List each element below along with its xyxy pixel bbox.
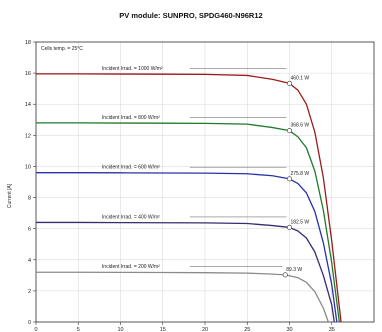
y-tick-label: 14 — [25, 102, 31, 108]
x-tick-label: 30 — [286, 327, 292, 332]
series-group — [36, 73, 342, 323]
mpp-marker — [286, 224, 292, 230]
mpp-power-label: 460.1 W — [291, 75, 310, 81]
mpp-marker — [286, 128, 292, 134]
cells-temp-note: Cells temp. = 25°C — [41, 46, 83, 52]
series-line — [36, 172, 338, 323]
series-line — [36, 271, 329, 323]
series-irradiance-label: Incident Irrad. = 600 W/m² — [102, 165, 160, 171]
y-tick-label: 18 — [25, 40, 31, 46]
y-tick-label: 2 — [28, 289, 31, 295]
y-axis-label: Current [A] — [7, 183, 13, 208]
x-tick-label: 20 — [202, 327, 208, 332]
axes: 0 5 10 15 20 25 30 35 0 2 4 6 8 10 12 14 16 18 — [25, 40, 375, 332]
mpp-power-label: 89.3 W — [286, 267, 302, 273]
series-irradiance-label: Incident Irrad. = 200 W/m² — [102, 264, 160, 270]
mpp-power-label: 182.5 W — [291, 219, 310, 225]
mpp-power-label: 368.6 W — [291, 123, 310, 129]
series-irradiance-label: Incident Irrad. = 400 W/m² — [102, 214, 160, 220]
series-line — [36, 221, 335, 323]
x-tick-label: 5 — [77, 327, 80, 332]
x-tick-label: 0 — [34, 327, 37, 332]
x-tick-label: 15 — [160, 327, 166, 332]
y-tick-label: 12 — [25, 133, 31, 139]
series-irradiance-label: Incident Irrad. = 1000 W/m² — [102, 66, 163, 72]
y-tick-label: 10 — [25, 164, 31, 170]
y-tick-label: 8 — [28, 196, 31, 202]
y-tick-label: 6 — [28, 227, 31, 233]
chart-title: PV module: SUNPRO, SPDG460-N96R12 — [119, 11, 262, 20]
labels-group: 460.1 W Incident Irrad. = 1000 W/m² 368.6 … — [102, 66, 309, 273]
mpp-power-label: 275.8 W — [291, 171, 310, 177]
x-tick-label: 35 — [329, 327, 335, 332]
x-tick-label: 25 — [244, 327, 250, 332]
y-tick-label: 4 — [28, 258, 31, 264]
series-line — [36, 73, 342, 323]
series-irradiance-label: Incident Irrad. = 800 W/m² — [102, 115, 160, 121]
y-tick-label: 16 — [25, 71, 31, 77]
mpp-marker — [286, 80, 292, 86]
mpp-marker — [286, 176, 292, 182]
x-tick-label: 10 — [117, 327, 123, 332]
y-tick-label: 0 — [28, 320, 31, 326]
series-line — [36, 122, 340, 323]
mpp-marker — [282, 272, 288, 278]
